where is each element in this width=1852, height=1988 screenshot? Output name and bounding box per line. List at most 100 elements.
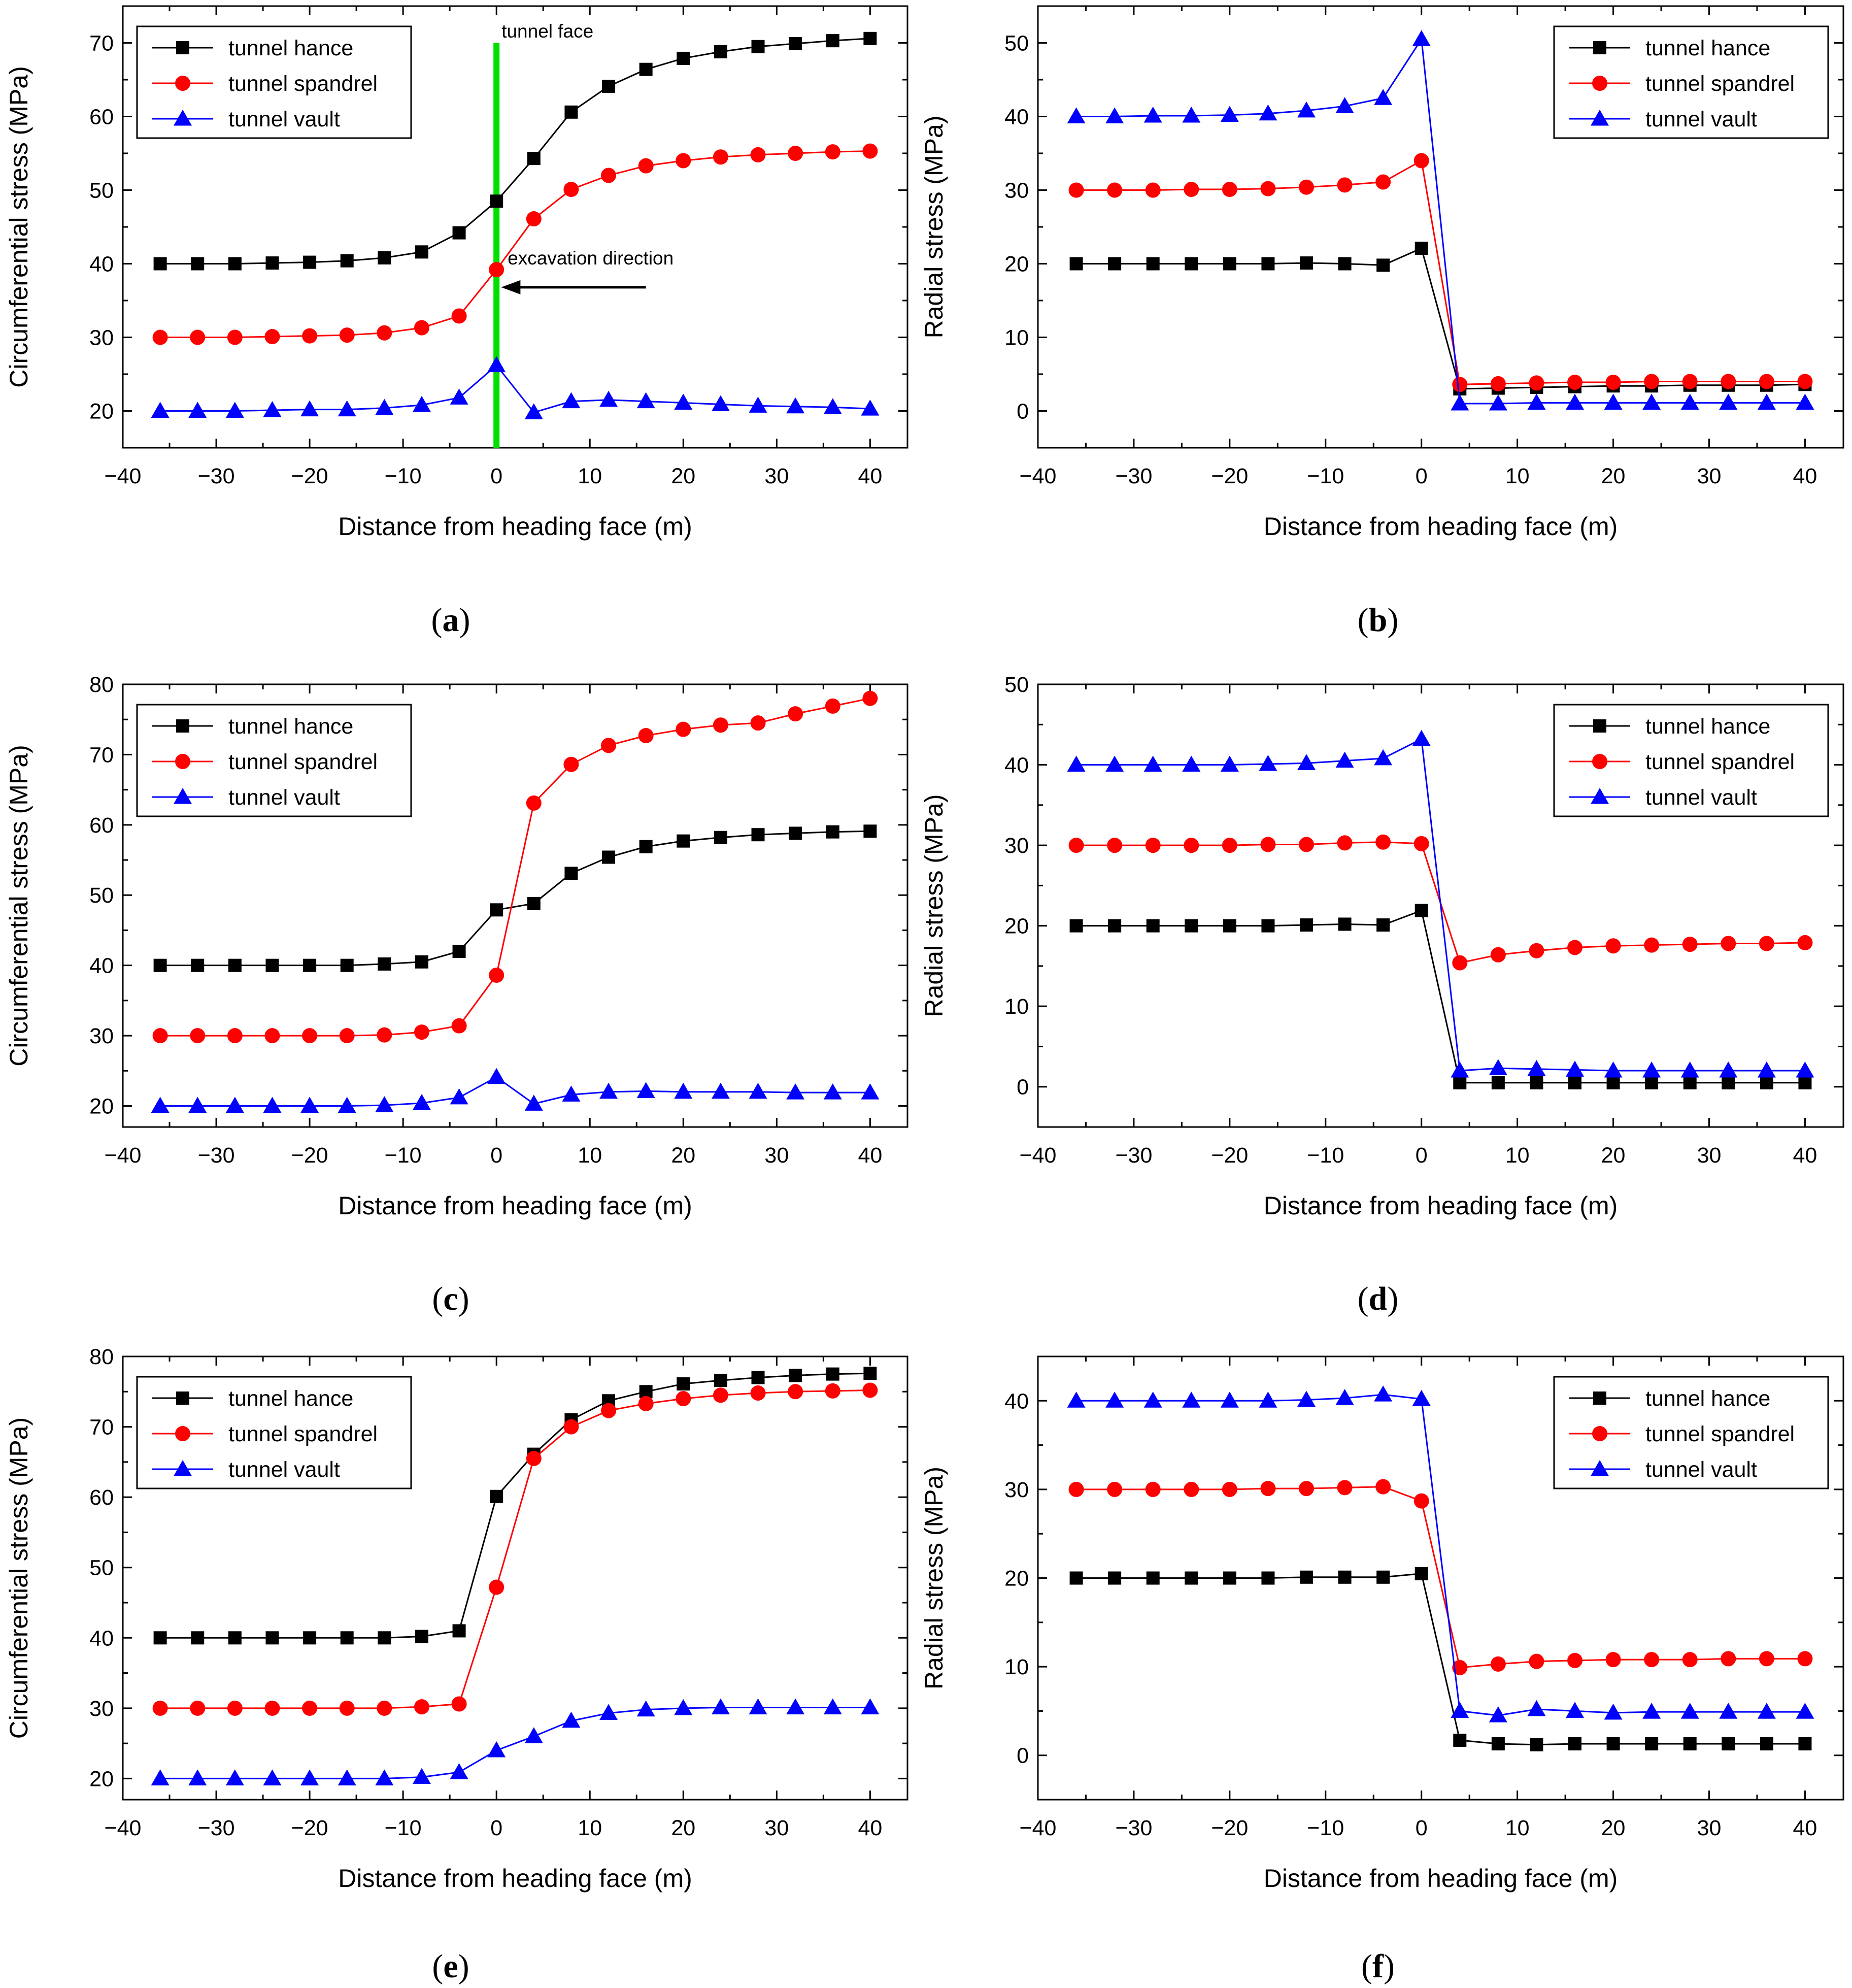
legend-swatch-marker bbox=[1592, 1426, 1607, 1441]
data-point bbox=[1798, 1076, 1812, 1089]
data-point bbox=[1606, 1076, 1620, 1089]
data-point bbox=[1297, 101, 1316, 118]
data-point bbox=[1185, 919, 1198, 933]
data-point bbox=[863, 31, 877, 45]
data-point bbox=[751, 40, 765, 53]
data-point bbox=[1107, 182, 1123, 198]
data-point bbox=[1605, 938, 1621, 954]
legend-swatch-marker bbox=[1591, 110, 1609, 126]
x-tick-label: 10 bbox=[578, 1143, 602, 1168]
data-point bbox=[153, 1631, 167, 1645]
caption-close-paren: ) bbox=[1387, 1280, 1398, 1317]
y-tick-label: 40 bbox=[1004, 105, 1029, 129]
data-point bbox=[1338, 257, 1352, 271]
x-tick-label: −40 bbox=[105, 1143, 142, 1168]
data-point bbox=[451, 1696, 467, 1712]
data-point bbox=[302, 1028, 318, 1044]
data-point bbox=[1335, 97, 1354, 113]
data-point bbox=[1453, 1734, 1467, 1747]
data-point bbox=[1337, 177, 1353, 193]
y-tick-label: 40 bbox=[89, 954, 114, 978]
caption-close-paren: ) bbox=[458, 1280, 469, 1317]
data-point bbox=[340, 958, 354, 972]
data-point bbox=[711, 1082, 730, 1099]
data-point bbox=[1220, 755, 1239, 772]
series-circle bbox=[152, 1382, 878, 1716]
data-point bbox=[378, 957, 391, 971]
series-circle bbox=[1068, 153, 1813, 392]
data-point bbox=[303, 1631, 317, 1645]
legend-label: tunnel vault bbox=[1645, 1457, 1757, 1482]
data-point bbox=[749, 1082, 767, 1099]
data-point bbox=[1644, 374, 1660, 389]
data-point bbox=[638, 158, 654, 174]
data-point bbox=[1145, 182, 1161, 198]
data-point bbox=[599, 1704, 618, 1720]
data-point bbox=[450, 1763, 468, 1779]
data-point bbox=[1067, 755, 1086, 772]
data-point bbox=[1529, 1653, 1544, 1669]
data-point bbox=[1108, 257, 1122, 271]
data-point bbox=[1260, 1481, 1276, 1497]
data-point bbox=[1338, 1570, 1352, 1584]
data-point bbox=[1796, 1062, 1814, 1078]
data-point bbox=[1299, 837, 1314, 852]
data-point bbox=[823, 1083, 842, 1100]
data-point bbox=[264, 1700, 280, 1716]
data-point bbox=[1182, 1391, 1201, 1408]
data-point bbox=[749, 396, 767, 413]
legend-label: tunnel vault bbox=[228, 1457, 340, 1482]
x-tick-label: −30 bbox=[1115, 1816, 1152, 1840]
data-point bbox=[1338, 917, 1352, 931]
data-point bbox=[1067, 1391, 1086, 1408]
legend-swatch-marker bbox=[1591, 788, 1609, 804]
data-point bbox=[713, 717, 728, 733]
data-point bbox=[490, 194, 503, 208]
data-point bbox=[1568, 1076, 1581, 1089]
data-point bbox=[862, 1382, 878, 1398]
data-point bbox=[1146, 919, 1160, 933]
data-point bbox=[526, 211, 542, 227]
data-point bbox=[1068, 182, 1084, 198]
data-point bbox=[1567, 374, 1582, 390]
series-line bbox=[1076, 1394, 1805, 1716]
data-point bbox=[825, 698, 840, 714]
y-tick-label: 40 bbox=[89, 1626, 114, 1650]
data-point bbox=[601, 738, 617, 753]
data-point bbox=[340, 254, 354, 268]
panel-caption: (d) bbox=[1358, 1280, 1399, 1317]
data-point bbox=[1645, 1076, 1659, 1089]
data-point bbox=[1376, 1570, 1390, 1584]
series-circle bbox=[152, 143, 878, 345]
data-point bbox=[152, 1700, 168, 1716]
data-point bbox=[377, 1700, 392, 1716]
data-point bbox=[1527, 1700, 1546, 1716]
x-tick-label: −20 bbox=[291, 1143, 328, 1168]
data-point bbox=[1185, 257, 1198, 271]
data-point bbox=[490, 1489, 503, 1503]
x-axis-label: Distance from heading face (m) bbox=[1264, 1191, 1618, 1220]
y-tick-label: 20 bbox=[1004, 1567, 1029, 1591]
data-point bbox=[1145, 838, 1161, 853]
data-point bbox=[714, 831, 727, 844]
data-point bbox=[674, 1082, 693, 1099]
data-point bbox=[1067, 107, 1086, 123]
data-point bbox=[1108, 1571, 1122, 1585]
data-point bbox=[1300, 918, 1313, 932]
data-point bbox=[1260, 837, 1276, 852]
data-point bbox=[1374, 89, 1393, 105]
x-tick-label: −10 bbox=[385, 1143, 422, 1168]
data-point bbox=[1412, 730, 1431, 746]
x-tick-label: 10 bbox=[578, 464, 602, 488]
data-point bbox=[1719, 1703, 1738, 1719]
data-point bbox=[1184, 182, 1199, 197]
data-point bbox=[527, 897, 541, 910]
data-point bbox=[1415, 1567, 1428, 1580]
data-point bbox=[412, 395, 431, 412]
data-point bbox=[1491, 1737, 1505, 1751]
y-tick-label: 30 bbox=[1004, 1478, 1029, 1502]
legend-swatch-marker bbox=[1593, 1391, 1606, 1405]
data-point bbox=[1798, 1737, 1812, 1751]
caption-close-paren: ) bbox=[459, 602, 470, 639]
